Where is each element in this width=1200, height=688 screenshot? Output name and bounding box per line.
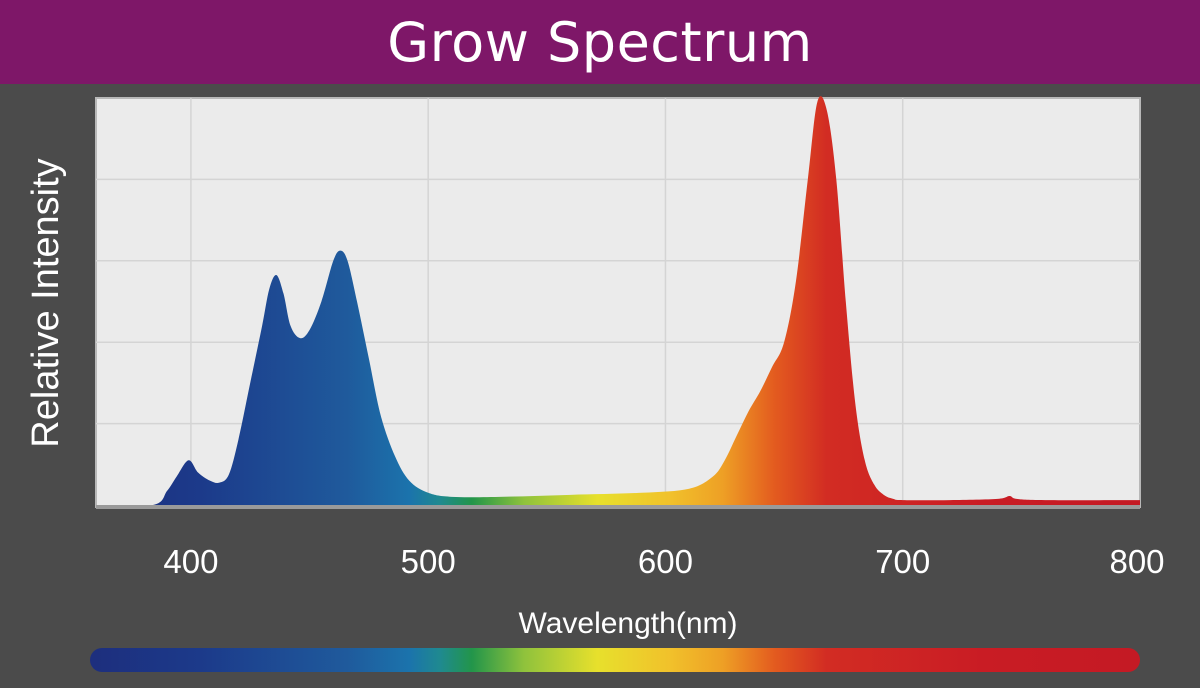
chart-title: Grow Spectrum: [0, 0, 1200, 84]
x-axis-label: Wavelength(nm): [519, 607, 738, 640]
spectrum-area: [96, 96, 1140, 505]
x-tick-label: 600: [638, 543, 693, 580]
x-tick-label: 500: [401, 543, 456, 580]
wavelength-colorbar: [90, 648, 1140, 672]
x-ticks: 400 500 600 700 800: [163, 543, 1164, 580]
x-tick-label: 700: [875, 543, 930, 580]
grid: [96, 98, 1140, 505]
x-tick-label: 400: [163, 543, 218, 580]
y-axis-label: Relative Intensity: [25, 158, 67, 447]
x-tick-label: 800: [1109, 543, 1164, 580]
